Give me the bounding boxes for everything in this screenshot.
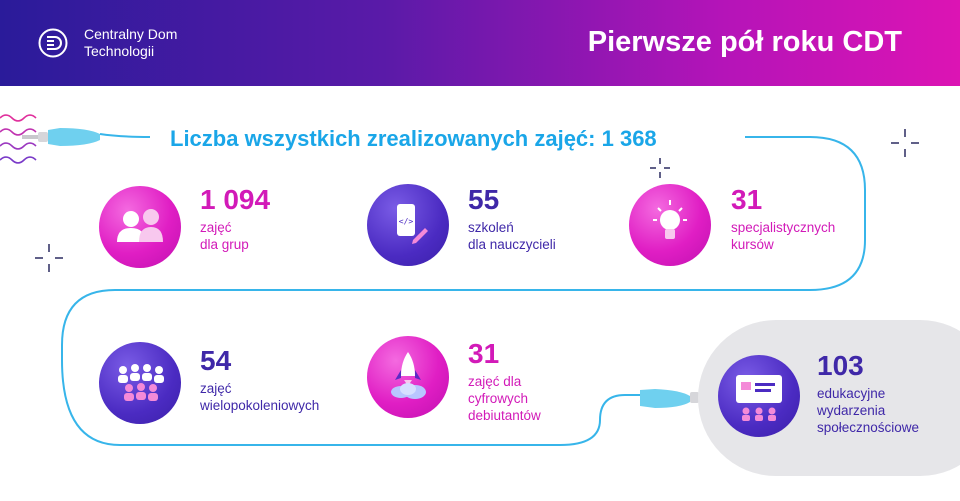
stat-label: specjalistycznych kursów (731, 219, 835, 253)
rocket-icon (367, 336, 449, 418)
stat-specialist-courses: 31 specjalistycznych kursów (731, 184, 835, 253)
stat-number: 55 (468, 184, 500, 215)
stat-number: 31 (468, 338, 500, 369)
stat-label-line: dla grup (200, 237, 249, 252)
lightbulb-icon (629, 184, 711, 266)
stat-number: 1 094 (200, 184, 271, 215)
logo-text: Centralny Dom Technologii (84, 26, 177, 60)
phone-code-icon: </> (367, 184, 449, 266)
total-classes-heading: Liczba wszystkich zrealizowanych zajęć: … (170, 126, 657, 151)
stat-group-classes: 1 094 zajęć dla grup (200, 184, 270, 253)
stat-label-line: społecznościowe (817, 420, 920, 435)
stat-label-line: szkoleń (468, 220, 514, 235)
stat-label-line: wydarzenia (817, 403, 886, 418)
stat-label: szkoleń dla nauczycieli (468, 219, 556, 253)
stat-label-line: debiutantów (468, 408, 541, 423)
stat-digital-beginners: 31 zajęć dla cyfrowych debiutantów (468, 338, 541, 424)
svg-text:</>: </> (399, 217, 414, 226)
stat-teacher-trainings: 55 szkoleń dla nauczycieli (468, 184, 556, 253)
stat-label-line: dla nauczycieli (468, 237, 556, 252)
logo-line-1: Centralny Dom (84, 26, 178, 42)
group-icon (99, 186, 181, 268)
stat-number: 103 (817, 350, 864, 381)
stat-label-line: zajęć (200, 381, 232, 396)
stat-label: zajęć wielopokoleniowych (200, 380, 319, 414)
stat-label-line: wielopokoleniowych (200, 398, 320, 413)
stat-label-line: kursów (731, 237, 774, 252)
stat-multigenerational: 54 zajęć wielopokoleniowych (200, 345, 319, 414)
stat-label-line: cyfrowych (468, 391, 529, 406)
logo-line-2: Technologii (84, 43, 155, 59)
stat-label-line: specjalistycznych (731, 220, 836, 235)
stat-label: zajęć dla grup (200, 219, 270, 253)
header-banner: Centralny Dom Technologii Pierwsze pół r… (0, 0, 960, 86)
stat-label: edukacyjne wydarzenia społecznościowe (817, 385, 919, 436)
logo-icon (38, 28, 68, 58)
stat-label-line: edukacyjne (817, 386, 886, 401)
stat-number: 31 (731, 184, 763, 215)
page-title: Pierwsze pół roku CDT (587, 26, 902, 58)
stat-label-line: zajęć (200, 220, 232, 235)
stat-community-events: 103 edukacyjne wydarzenia społecznościow… (817, 350, 919, 436)
stat-number: 54 (200, 345, 232, 376)
stat-label-line: zajęć dla (468, 374, 522, 389)
crowd-icon (99, 342, 181, 424)
stat-label: zajęć dla cyfrowych debiutantów (468, 373, 541, 424)
presentation-icon (718, 355, 800, 437)
